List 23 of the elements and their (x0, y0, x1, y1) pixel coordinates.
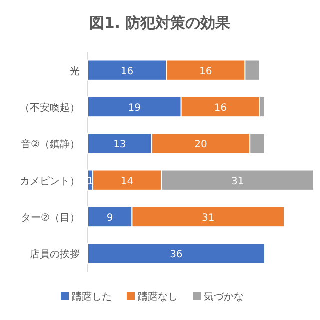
legend-label: 躊躇した (72, 291, 112, 303)
y-tick-label: ター②（目） (21, 213, 80, 224)
legend-label: 気づかな (204, 292, 244, 303)
data-label: 16 (120, 66, 134, 78)
chart-title: 図1. 防犯対策の効果 (89, 14, 232, 32)
y-tick-label: カメピント） (20, 176, 80, 188)
data-label: 19 (128, 103, 142, 114)
data-label: 13 (114, 140, 126, 151)
data-label: 20 (194, 140, 208, 151)
data-label: 36 (170, 250, 183, 261)
data-label: 16 (200, 66, 212, 78)
data-label: 14 (120, 176, 134, 188)
y-tick-label: 光 (70, 65, 80, 78)
data-label: 31 (202, 213, 215, 224)
y-tick-label: 音②（鎮静） (21, 138, 80, 151)
legend-label: 躊躇なし (138, 291, 178, 303)
data-label: 31 (231, 176, 244, 188)
y-tick-label: （不安喚起） (20, 102, 80, 114)
data-label: 16 (214, 103, 228, 114)
bar (88, 243, 266, 264)
data-label: 9 (106, 213, 114, 224)
data-label: 1 (87, 176, 94, 188)
y-tick-label: 店員の挨拶 (30, 248, 80, 261)
